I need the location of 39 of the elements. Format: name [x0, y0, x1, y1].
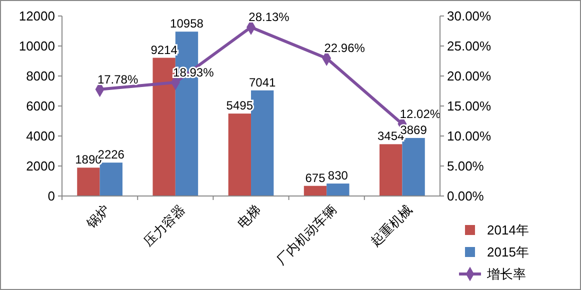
y-tick-label: 10000 [18, 38, 55, 54]
y2-tick-label: 20.00% [447, 68, 492, 84]
legend-label: 增长率 [486, 266, 526, 282]
y-tick-label: 8000 [26, 68, 55, 84]
data-label: 28.13% [248, 10, 290, 24]
bar [100, 162, 122, 196]
bar [304, 186, 327, 196]
data-label: 7041 [248, 75, 276, 90]
x-tick-label: 锅炉 [82, 202, 112, 232]
data-label: 22.96% [324, 41, 366, 56]
data-label: 17.78% [97, 72, 138, 86]
bar [380, 144, 402, 196]
y2-tick-label: 25.00% [447, 38, 492, 54]
data-label: 830 [328, 168, 348, 183]
legend-label: 2014年 [487, 222, 529, 238]
y2-tick-label: 5.00% [447, 158, 484, 174]
y2-tick-label: 30.00% [447, 8, 492, 24]
x-tick-label: 起重机械 [367, 202, 415, 250]
bar [152, 58, 176, 196]
data-label: 675 [305, 170, 326, 185]
bar [326, 184, 350, 196]
legend-label: 2015年 [487, 244, 529, 260]
y-tick-label: 12000 [18, 8, 55, 24]
y2-tick-label: 10.00% [447, 128, 492, 144]
data-label: 10958 [170, 16, 204, 31]
bar [228, 114, 251, 196]
y2-tick-label: 0.00% [447, 188, 484, 204]
x-tick-label: 压力容器 [140, 202, 188, 250]
y2-tick-label: 15.00% [447, 98, 492, 114]
bar [402, 138, 425, 196]
data-label: 12.02% [400, 106, 441, 121]
bar [251, 90, 274, 196]
bar [77, 168, 100, 196]
y-tick-label: 0 [48, 188, 55, 204]
x-tick-label: 厂内机动车辆 [273, 202, 340, 268]
y-tick-label: 6000 [26, 98, 55, 114]
x-tick-label: 电梯 [234, 202, 264, 231]
y-tick-label: 4000 [26, 128, 55, 144]
y-tick-label: 2000 [26, 158, 55, 174]
